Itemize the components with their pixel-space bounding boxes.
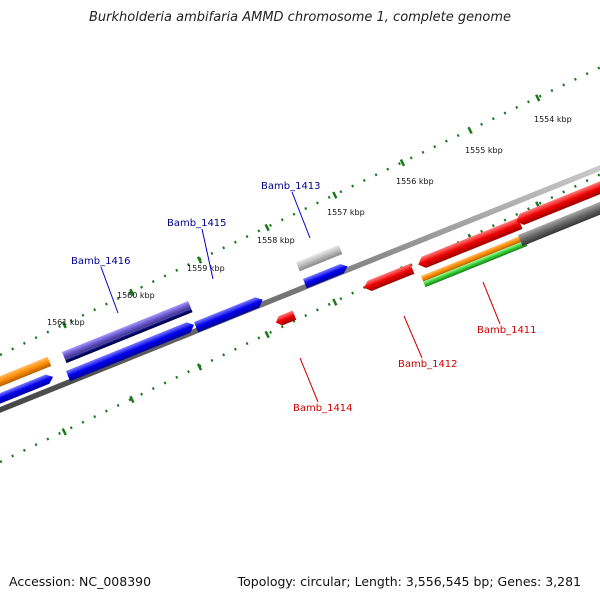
gene-label-forward: Bamb_1413 bbox=[261, 181, 321, 192]
ruler-ticks bbox=[61, 94, 541, 329]
gene-label-reverse: Bamb_1411 bbox=[477, 325, 537, 336]
genome-backbone bbox=[0, 165, 600, 413]
feature-blue-1415 bbox=[194, 297, 263, 333]
feature-orange-left bbox=[0, 356, 52, 390]
feature-red-1411 bbox=[418, 217, 523, 268]
gene-label-forward: Bamb_1415 bbox=[167, 218, 227, 229]
ruler-label: 1555 kbp bbox=[465, 146, 503, 155]
gene-label-forward: Bamb_1416 bbox=[71, 256, 131, 267]
map-title: Burkholderia ambifaria AMMD chromosome 1… bbox=[88, 10, 512, 25]
ruler-label: 1557 kbp bbox=[327, 208, 365, 217]
feature-blue-1413 bbox=[303, 264, 348, 289]
reverse-features bbox=[275, 178, 600, 326]
feature-purple bbox=[62, 301, 192, 360]
feature-red-right bbox=[516, 178, 600, 225]
feature-red-1412 bbox=[363, 263, 415, 291]
ruler-label: 1554 kbp bbox=[534, 115, 572, 124]
forward-features bbox=[0, 244, 348, 407]
ruler-label: 1556 kbp bbox=[396, 177, 434, 186]
leader-lines bbox=[100, 191, 501, 403]
feature-red-1414 bbox=[275, 310, 297, 326]
gene-label-reverse: Bamb_1412 bbox=[398, 359, 458, 370]
ruler-label: 1561 kbp bbox=[47, 318, 85, 327]
feature-orange-1411 bbox=[421, 234, 526, 282]
feature-green-1411 bbox=[423, 240, 528, 288]
gene-label-reverse: Bamb_1414 bbox=[293, 403, 353, 414]
feature-navy bbox=[64, 308, 193, 364]
ruler-label: 1559 kbp bbox=[187, 264, 225, 273]
ruler-label-group: 1554 kbp 1555 kbp 1556 kbp 1557 kbp 1558… bbox=[47, 115, 572, 327]
ruler-label: 1558 kbp bbox=[257, 236, 295, 245]
feature-lightgray-1413 bbox=[296, 244, 343, 272]
feature-blue-long bbox=[66, 322, 194, 382]
outer-ruler bbox=[0, 51, 600, 357]
accession-text: Accession: NC_008390 bbox=[9, 574, 152, 589]
genome-summary-text: Topology: circular; Length: 3,556,545 bp… bbox=[237, 574, 581, 589]
ruler-label: 1560 kbp bbox=[117, 291, 155, 300]
feature-blue-left bbox=[0, 374, 54, 407]
feature-gray-right bbox=[518, 197, 600, 247]
gene-label-group: Bamb_1413 Bamb_1415 Bamb_1416 Bamb_1411 … bbox=[71, 181, 537, 414]
